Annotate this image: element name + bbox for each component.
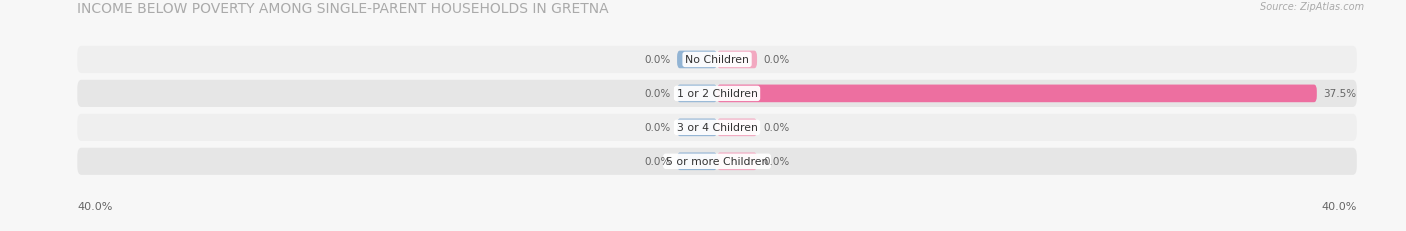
Text: No Children: No Children <box>685 55 749 65</box>
Text: 0.0%: 0.0% <box>644 123 671 133</box>
FancyBboxPatch shape <box>678 85 717 103</box>
FancyBboxPatch shape <box>77 47 1357 74</box>
FancyBboxPatch shape <box>678 51 717 69</box>
FancyBboxPatch shape <box>678 153 717 170</box>
FancyBboxPatch shape <box>717 51 756 69</box>
Text: 3 or 4 Children: 3 or 4 Children <box>676 123 758 133</box>
Text: 0.0%: 0.0% <box>763 123 790 133</box>
Text: Source: ZipAtlas.com: Source: ZipAtlas.com <box>1260 2 1364 12</box>
Text: 0.0%: 0.0% <box>763 157 790 167</box>
Text: INCOME BELOW POVERTY AMONG SINGLE-PARENT HOUSEHOLDS IN GRETNA: INCOME BELOW POVERTY AMONG SINGLE-PARENT… <box>77 2 609 16</box>
FancyBboxPatch shape <box>717 119 756 137</box>
FancyBboxPatch shape <box>678 119 717 137</box>
FancyBboxPatch shape <box>717 153 756 170</box>
FancyBboxPatch shape <box>77 148 1357 175</box>
Text: 40.0%: 40.0% <box>1322 201 1357 211</box>
Text: 0.0%: 0.0% <box>644 157 671 167</box>
FancyBboxPatch shape <box>77 114 1357 141</box>
Text: 0.0%: 0.0% <box>763 55 790 65</box>
Text: 40.0%: 40.0% <box>77 201 112 211</box>
Text: 5 or more Children: 5 or more Children <box>666 157 768 167</box>
Text: 0.0%: 0.0% <box>644 55 671 65</box>
FancyBboxPatch shape <box>717 85 1317 103</box>
Text: 0.0%: 0.0% <box>644 89 671 99</box>
Text: 37.5%: 37.5% <box>1323 89 1357 99</box>
Text: 1 or 2 Children: 1 or 2 Children <box>676 89 758 99</box>
FancyBboxPatch shape <box>77 80 1357 107</box>
